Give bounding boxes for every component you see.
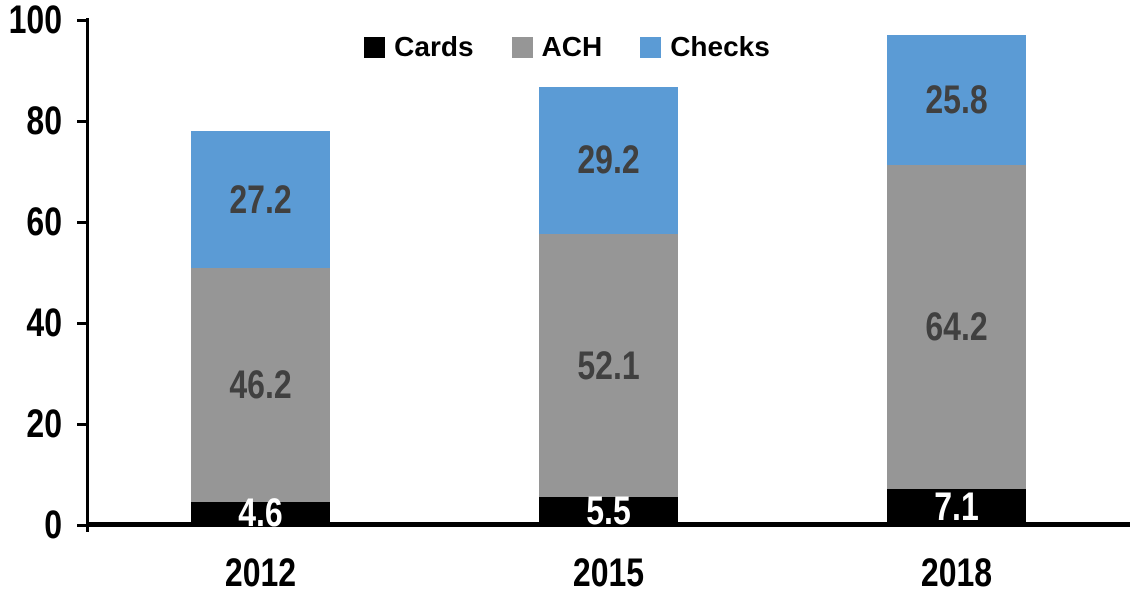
- legend-label: Checks: [670, 31, 770, 62]
- y-axis-tick-label: 40: [26, 301, 62, 345]
- legend-item-cards: Cards: [364, 31, 474, 62]
- bar-segment-ach-2012: [190, 268, 330, 502]
- x-axis-category-label: 2015: [572, 551, 644, 595]
- y-axis-tick: [77, 119, 89, 123]
- legend-label: Cards: [394, 31, 474, 62]
- y-axis-tick-label: 0: [44, 503, 62, 547]
- y-axis-tick: [77, 523, 89, 527]
- bar-segment-checks-2015: [538, 86, 678, 235]
- legend-swatch-icon: [511, 36, 533, 58]
- x-axis-category-label: 2018: [920, 551, 992, 595]
- y-axis-tick-label: 20: [26, 402, 62, 446]
- legend-swatch-icon: [364, 36, 386, 58]
- legend-swatch-icon: [640, 36, 662, 58]
- legend-label: ACH: [541, 31, 603, 62]
- legend-item-ach: ACH: [511, 31, 603, 62]
- bar-segment-cards-2015: [538, 497, 678, 525]
- y-axis-tick: [77, 422, 89, 426]
- x-axis-category-label: 2012: [224, 551, 296, 595]
- y-axis-line: [86, 18, 89, 532]
- bar-segment-cards-2012: [190, 501, 330, 525]
- bar-segment-checks-2018: [886, 34, 1026, 165]
- y-axis-tick-label: 80: [26, 99, 62, 143]
- y-axis-tick: [77, 220, 89, 224]
- bar-segment-ach-2015: [538, 234, 678, 498]
- bar-segment-cards-2018: [886, 489, 1026, 525]
- x-axis-line: [86, 522, 1130, 527]
- y-axis-tick: [77, 321, 89, 325]
- bar-segment-ach-2018: [886, 164, 1026, 490]
- legend-item-checks: Checks: [640, 33, 770, 61]
- y-axis-tick-label: 60: [26, 200, 62, 244]
- y-axis-tick: [77, 18, 89, 22]
- bar-segment-checks-2012: [190, 131, 330, 269]
- y-axis-tick-label: 100: [8, 0, 63, 42]
- chart-legend: Cards ACH Checks: [0, 33, 1134, 61]
